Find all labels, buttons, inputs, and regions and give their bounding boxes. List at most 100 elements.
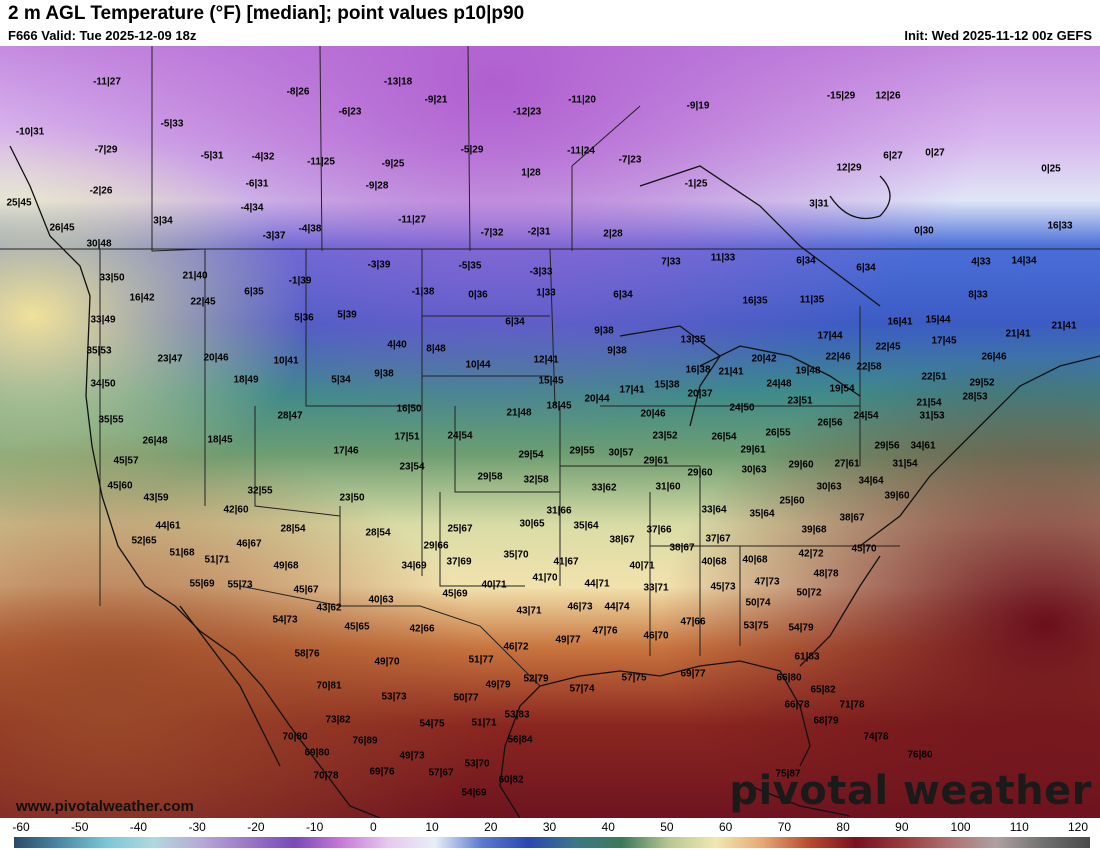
point-value: 20|46 — [203, 352, 229, 364]
point-value: 38|67 — [839, 512, 865, 524]
point-value: 52|65 — [131, 535, 157, 547]
point-value: -6|31 — [245, 178, 269, 190]
point-value: 37|69 — [446, 556, 472, 568]
point-value: 12|26 — [875, 90, 901, 102]
point-value: 30|57 — [608, 447, 634, 459]
point-value: 6|34 — [613, 289, 633, 301]
map-header: 2 m AGL Temperature (°F) [median]; point… — [0, 0, 1100, 46]
point-value: 6|34 — [505, 316, 525, 328]
point-value: 23|51 — [787, 395, 813, 407]
point-value: 46|73 — [567, 601, 593, 613]
point-value: 29|58 — [477, 471, 503, 483]
point-value: 2|28 — [603, 228, 623, 240]
point-value: 76|80 — [907, 749, 933, 761]
point-value: 51|71 — [204, 554, 230, 566]
point-value: 70|80 — [282, 731, 308, 743]
color-scale-tick: 30 — [542, 820, 557, 834]
point-value: 30|65 — [519, 518, 545, 530]
point-value: -3|33 — [529, 266, 553, 278]
color-scale-tick: -10 — [305, 820, 324, 834]
point-value: 11|35 — [799, 294, 825, 306]
point-value: 18|45 — [546, 400, 572, 412]
point-value: 15|44 — [925, 314, 951, 326]
point-value: 66|78 — [784, 699, 810, 711]
point-value: 32|55 — [247, 485, 273, 497]
point-value: 70|78 — [313, 770, 339, 782]
point-value: 29|61 — [643, 455, 669, 467]
point-value: 29|60 — [788, 459, 814, 471]
temperature-map[interactable]: -11|27 -8|26 -13|18 -9|21 -6|23 -12|23 -11|20 -… — [0, 46, 1100, 818]
point-value: 69|80 — [304, 747, 330, 759]
point-value: 56|84 — [507, 734, 533, 746]
point-value: -5|31 — [200, 150, 224, 162]
color-scale-tick: 110 — [1009, 820, 1029, 834]
point-value: 45|57 — [113, 455, 139, 467]
point-value: -11|24 — [567, 145, 595, 157]
point-value: 6|34 — [856, 262, 876, 274]
point-value: -9|19 — [686, 100, 710, 112]
point-value: 6|35 — [244, 286, 264, 298]
point-value: 42|66 — [409, 623, 435, 635]
point-value: 26|54 — [711, 431, 737, 443]
point-value: 30|63 — [741, 464, 767, 476]
temperature-field — [0, 46, 1100, 818]
point-value: -4|32 — [251, 151, 275, 163]
point-value: 17|41 — [619, 384, 645, 396]
point-value: 8|48 — [426, 343, 446, 355]
point-value: 37|66 — [646, 524, 672, 536]
point-value: 0|27 — [925, 147, 945, 159]
point-value: 44|74 — [604, 601, 630, 613]
color-scale-tick: 120 — [1067, 820, 1089, 834]
point-value: 4|33 — [971, 256, 991, 268]
point-value: 5|36 — [294, 312, 314, 324]
point-value: 47|66 — [680, 616, 706, 628]
point-value: 27|61 — [834, 458, 860, 470]
point-value: 34|61 — [910, 440, 936, 452]
point-value: 19|48 — [795, 365, 821, 377]
point-value: 54|69 — [461, 787, 487, 799]
point-value: 51|68 — [169, 547, 195, 559]
point-value: 17|44 — [817, 330, 843, 342]
point-value: 1|33 — [536, 287, 556, 299]
map-title: 2 m AGL Temperature (°F) [median]; point… — [8, 3, 525, 24]
point-value: -13|18 — [383, 76, 413, 88]
point-value: 30|48 — [86, 238, 112, 250]
point-value: -6|23 — [338, 106, 362, 118]
point-value: 43|62 — [316, 602, 342, 614]
point-value: 34|64 — [858, 475, 884, 487]
point-value: 26|55 — [765, 427, 791, 439]
point-value: 65|82 — [810, 684, 836, 696]
point-value: 33|49 — [90, 314, 116, 326]
color-scale: -60 -50 -40 -30 -20 -10 0 10 20 30 40 50 60 70 80 90 100… — [0, 818, 1100, 850]
point-value: 54|79 — [788, 622, 814, 634]
point-value: -11|27 — [398, 214, 426, 226]
point-value: -11|25 — [307, 156, 335, 168]
color-scale-tick: -20 — [247, 820, 265, 834]
point-value: -1|38 — [411, 286, 435, 298]
point-value: 25|67 — [447, 523, 473, 535]
point-value: 35|53 — [86, 345, 112, 357]
point-value: 52|79 — [523, 673, 549, 685]
point-value: 3|34 — [153, 215, 173, 227]
point-value: 31|53 — [919, 410, 945, 422]
point-value: 0|36 — [468, 289, 488, 301]
point-value: 31|66 — [546, 505, 572, 517]
point-value: 20|46 — [640, 408, 666, 420]
point-value: 51|77 — [468, 654, 494, 666]
point-value: 50|74 — [745, 597, 771, 609]
point-value: 69|77 — [680, 668, 706, 680]
point-value: 26|56 — [817, 417, 843, 429]
point-value: 43|59 — [143, 492, 169, 504]
point-value: 21|41 — [1005, 328, 1031, 340]
point-value: 19|54 — [829, 383, 855, 395]
point-value: 45|67 — [293, 584, 319, 596]
point-value: 76|89 — [352, 735, 378, 747]
point-value: 74|78 — [863, 731, 889, 743]
point-value: 23|54 — [399, 461, 425, 473]
point-value: 7|33 — [661, 256, 681, 268]
point-value: 53|70 — [464, 758, 490, 770]
point-value: 47|73 — [754, 576, 780, 588]
point-value: 57|74 — [569, 683, 595, 695]
point-value: -3|39 — [367, 259, 391, 271]
point-value: 24|48 — [766, 378, 792, 390]
